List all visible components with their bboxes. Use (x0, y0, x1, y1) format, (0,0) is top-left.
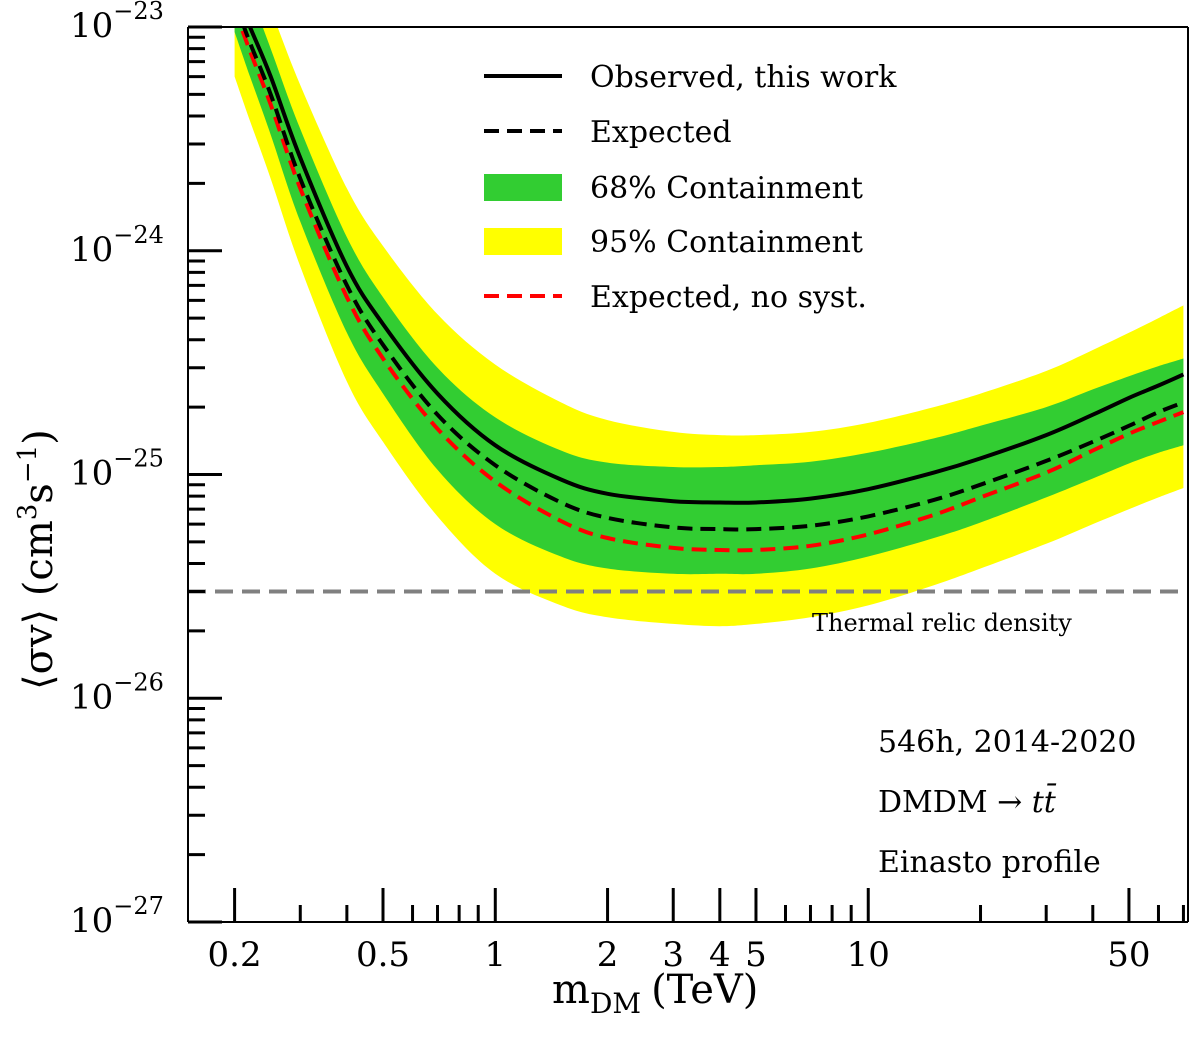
y-tick-label-exponent: −23 (113, 0, 164, 25)
y-axis-title: ⟨σv⟩ (cm3s−1) (13, 429, 62, 690)
y-tick-label: 10−27 (70, 892, 164, 941)
y-tick-label-exponent: −25 (113, 445, 164, 473)
legend: Observed, this work Expected 68% Contain… (484, 60, 897, 315)
legend-95-swatch (484, 228, 562, 255)
x-axis-title-sub: DM (590, 987, 641, 1020)
x-tick-label: 2 (597, 935, 619, 975)
x-axis-tick-labels: 0.2 0.5 1 2 3 4 5 10 50 (208, 935, 1151, 975)
y-axis-title-main: ⟨σv⟩ (cm (16, 520, 62, 690)
legend-nosyst-label: Expected, no syst. (590, 280, 867, 315)
y-tick-label-base: 10 (70, 454, 113, 494)
x-tick-label: 3 (662, 935, 684, 975)
expected-line (241, 27, 1185, 532)
x-tick-label: 0.5 (356, 935, 410, 975)
x-axis-title-unit: (TeV) (651, 967, 758, 1013)
annotation-profile: Einasto profile (878, 845, 1101, 880)
y-tick-label-exponent: −26 (113, 668, 164, 696)
y-tick-label: 10−23 (70, 0, 164, 46)
x-tick-label: 10 (847, 935, 890, 975)
y-tick-label-base: 10 (70, 901, 113, 941)
y-tick-label-base: 10 (70, 6, 113, 46)
annotation-channel-final-state: tt̄ (1032, 782, 1057, 820)
x-axis-ticks (233, 888, 1185, 922)
plot-area (188, 27, 1188, 627)
y-axis-ticks (188, 25, 222, 924)
x-tick-label: 4 (709, 935, 731, 975)
y-axis-title-sup2: −1 (13, 445, 43, 483)
y-tick-label-exponent: −27 (113, 892, 164, 920)
x-axis-title: mDM (TeV) (552, 967, 758, 1020)
x-tick-label: 50 (1107, 935, 1150, 975)
y-tick-label-base: 10 (70, 677, 113, 717)
legend-observed-label: Observed, this work (590, 60, 897, 95)
x-tick-label: 1 (484, 935, 506, 975)
y-tick-label: 10−26 (70, 668, 164, 717)
expected-no-syst-line (238, 27, 1185, 553)
annotation-channel: DMDM → tt̄ (878, 782, 1057, 820)
y-tick-label-base: 10 (70, 230, 113, 270)
x-axis-title-main: m (552, 967, 590, 1013)
legend-95-label: 95% Containment (590, 225, 863, 260)
y-tick-label: 10−24 (70, 221, 164, 270)
band-68-containment (234, 27, 1184, 575)
y-tick-label-exponent: −24 (113, 221, 164, 249)
thermal-relic-label: Thermal relic density (812, 609, 1072, 637)
y-tick-label: 10−25 (70, 445, 164, 494)
observed-line (247, 27, 1185, 505)
legend-68-swatch (484, 174, 562, 201)
y-axis-title-end: ) (16, 429, 62, 445)
annotation-channel-prefix: DMDM → (878, 785, 1032, 820)
annotation-exposure: 546h, 2014-2020 (878, 725, 1137, 760)
legend-68-label: 68% Containment (590, 171, 863, 206)
y-axis-title-sup1: 3 (13, 504, 43, 521)
x-tick-label: 0.2 (208, 935, 262, 975)
x-tick-label: 5 (745, 935, 767, 975)
annotation-block: 546h, 2014-2020 DMDM → tt̄ Einasto profi… (878, 725, 1137, 880)
legend-expected-label: Expected (590, 115, 732, 150)
y-axis-title-mid: s (16, 483, 62, 504)
